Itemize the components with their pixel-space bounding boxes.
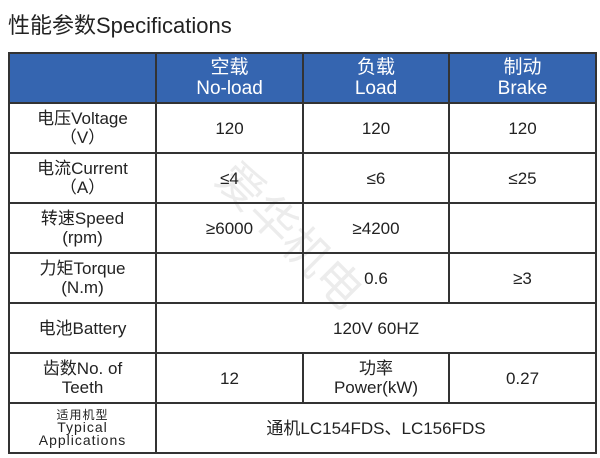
cell: 通机LC154FDS、LC156FDS bbox=[155, 402, 597, 454]
table-row-teeth: 齿数No. of Teeth 12 功率 Power(kW) 0.27 bbox=[8, 352, 597, 404]
table-row-torque: 力矩Torque (N.m) 0.6 ≥3 bbox=[8, 252, 597, 304]
cell bbox=[155, 252, 304, 304]
cell: 12 bbox=[155, 352, 304, 404]
table-row-current: 电流Current （A） ≤4 ≤6 ≤25 bbox=[8, 152, 597, 204]
cell: 120 bbox=[302, 102, 450, 154]
row-label: 电池Battery bbox=[8, 302, 157, 354]
table-row-voltage: 电压Voltage （V） 120 120 120 bbox=[8, 102, 597, 154]
table-row-battery: 电池Battery 120V 60HZ bbox=[8, 302, 597, 354]
cell: 120 bbox=[448, 102, 597, 154]
cell: ≥4200 bbox=[302, 202, 450, 254]
row-label: 电流Current （A） bbox=[8, 152, 157, 204]
table-row-applications: 适用机型 Typical Applications 通机LC154FDS、LC156… bbox=[8, 402, 597, 454]
table-row-speed: 转速Speed (rpm) ≥6000 ≥4200 bbox=[8, 202, 597, 254]
row-label: 转速Speed (rpm) bbox=[8, 202, 157, 254]
header-load: 负载 Load bbox=[302, 52, 450, 104]
row-label: 力矩Torque (N.m) bbox=[8, 252, 157, 304]
cell: 120V 60HZ bbox=[155, 302, 597, 354]
header-empty bbox=[8, 52, 157, 104]
cell: 0.27 bbox=[448, 352, 597, 404]
cell bbox=[448, 202, 597, 254]
header-no-load: 空载 No-load bbox=[155, 52, 304, 104]
cell: ≥6000 bbox=[155, 202, 304, 254]
header-row: 空载 No-load 负载 Load 制动 Brake bbox=[8, 52, 597, 104]
cell: ≤25 bbox=[448, 152, 597, 204]
cell: ≥3 bbox=[448, 252, 597, 304]
header-brake: 制动 Brake bbox=[448, 52, 597, 104]
row-label: 适用机型 Typical Applications bbox=[8, 402, 157, 454]
specifications-table: 空载 No-load 负载 Load 制动 Brake 电压Voltage （V） 12… bbox=[8, 52, 597, 454]
cell: ≤4 bbox=[155, 152, 304, 204]
page-title: 性能参数Specifications bbox=[8, 13, 232, 38]
power-label: 功率 Power(kW) bbox=[302, 352, 450, 404]
row-label: 齿数No. of Teeth bbox=[8, 352, 157, 404]
cell: 0.6 bbox=[302, 252, 450, 304]
cell: 120 bbox=[155, 102, 304, 154]
cell: ≤6 bbox=[302, 152, 450, 204]
row-label: 电压Voltage （V） bbox=[8, 102, 157, 154]
